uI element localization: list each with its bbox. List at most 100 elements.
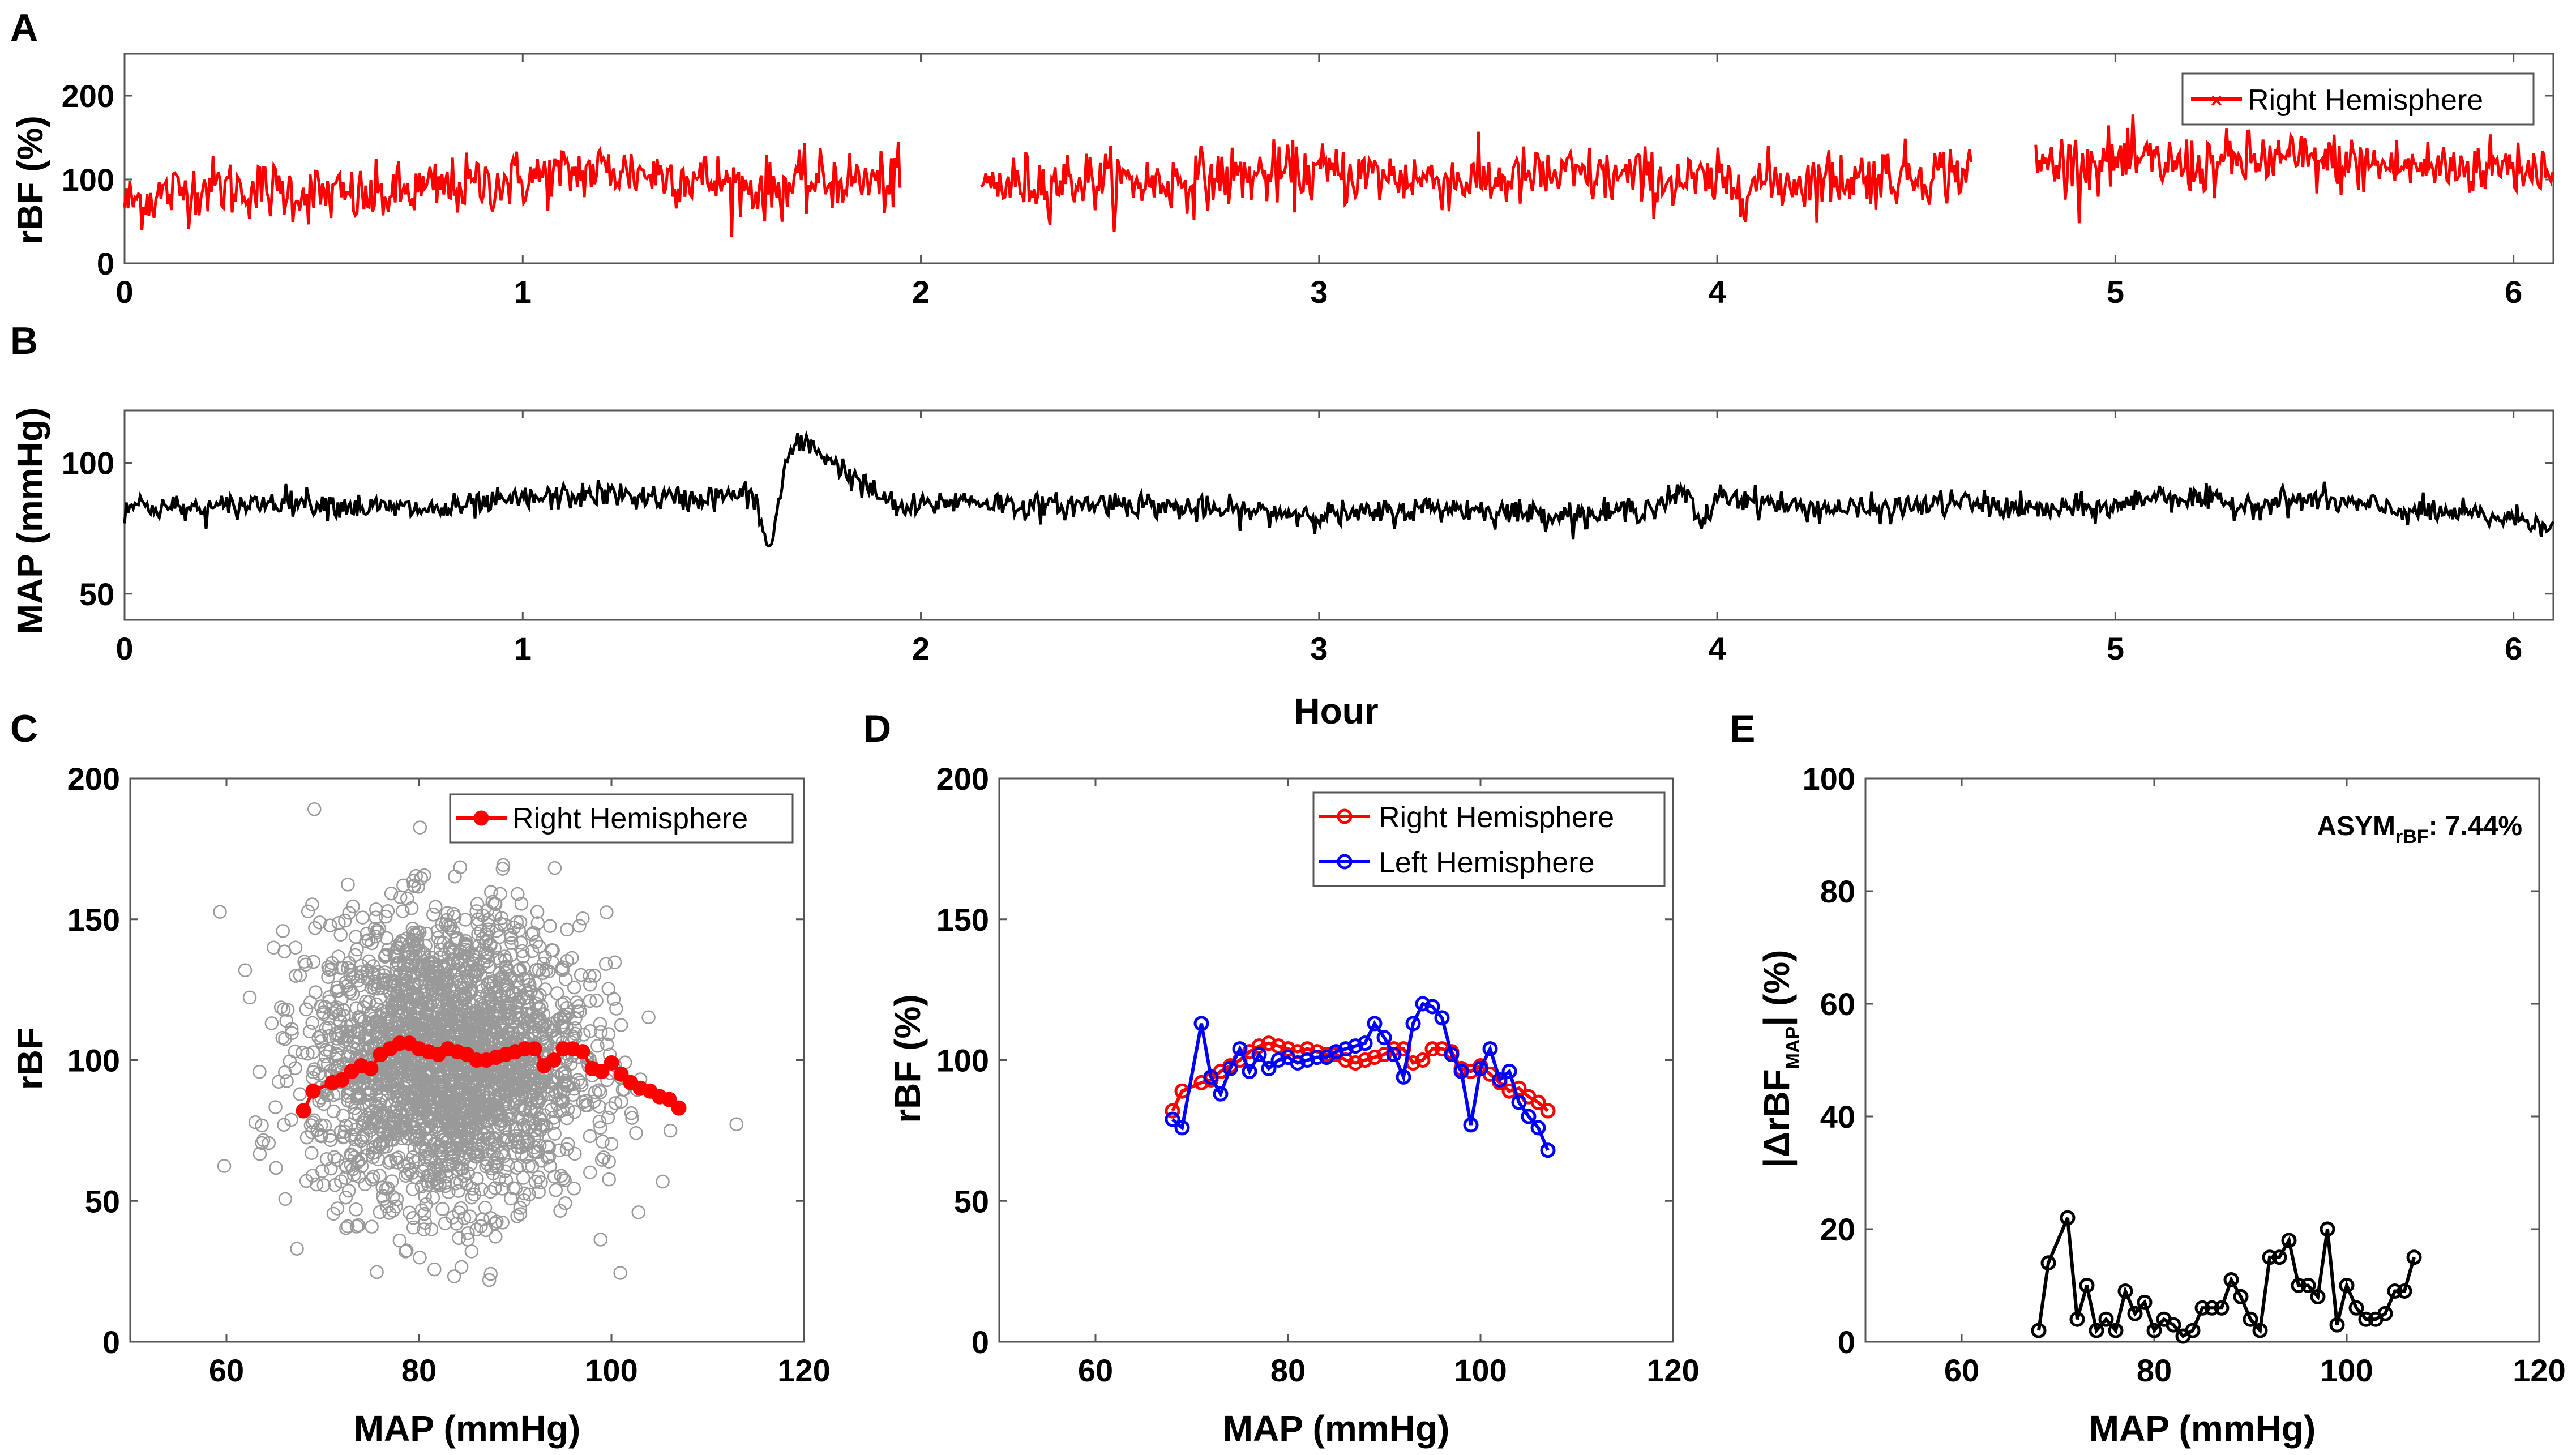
scatter-point: [319, 1049, 333, 1064]
data-point: [2185, 1323, 2201, 1338]
scatter-point: [494, 911, 509, 925]
scatter-point: [217, 1159, 232, 1173]
scatter-point: [537, 1108, 551, 1122]
scatter-point: [529, 1175, 543, 1189]
scatter-point: [483, 988, 497, 1002]
data-point: [1251, 1047, 1267, 1063]
scatter-point: [496, 1015, 510, 1029]
scatter-point: [523, 985, 538, 999]
data-point: [1540, 1103, 1556, 1119]
scatter-point: [546, 1116, 561, 1131]
scatter-point: [478, 1072, 492, 1086]
scatter-point: [383, 1154, 398, 1168]
scatter-point: [487, 897, 502, 911]
scatter-point: [297, 955, 311, 969]
scatter-point: [529, 962, 544, 977]
scatter-point: [592, 1114, 607, 1129]
scatter-point: [503, 928, 517, 942]
panel-b-ticks: 0 1 2 3 4 5 6 50 100: [62, 410, 2553, 666]
data-point: [1242, 1063, 1257, 1079]
scatter-point: [376, 1189, 390, 1204]
scatter-point: [560, 1137, 575, 1151]
data-point: [1473, 1060, 1488, 1076]
scatter-point: [543, 1159, 557, 1174]
scatter-point: [470, 1116, 485, 1131]
scatter-point: [333, 927, 348, 942]
scatter-point: [574, 968, 588, 982]
scatter-point: [598, 957, 613, 972]
data-point: [1338, 1041, 1354, 1057]
scatter-point: [549, 1085, 563, 1099]
scatter-point: [608, 1096, 623, 1110]
panel-e-series: [2031, 1210, 2422, 1344]
y-tick-label: 100: [1803, 761, 1855, 797]
data-point: [1434, 1010, 1450, 1026]
scatter-point: [501, 1112, 515, 1127]
x-tick-label: 5: [2107, 274, 2124, 310]
scatter-point: [549, 1183, 563, 1197]
scatter-point: [539, 1119, 554, 1133]
scatter-point: [426, 908, 440, 922]
scatter-point: [525, 927, 539, 942]
data-point: [1299, 1052, 1315, 1068]
scatter-point: [303, 1118, 318, 1132]
scatter-point: [587, 969, 602, 983]
scatter-point: [332, 916, 346, 930]
scatter-point: [338, 1158, 353, 1172]
scatter-point: [338, 913, 352, 928]
data-point: [1309, 1050, 1325, 1065]
y-tick-label: 100: [936, 1043, 989, 1079]
scatter-point: [452, 1081, 466, 1095]
scatter-point: [409, 928, 423, 943]
scatter-point: [567, 1146, 582, 1161]
panel-d-series: [1165, 996, 1556, 1158]
scatter-point: [465, 1182, 480, 1196]
scatter-point: [501, 1158, 515, 1172]
asym-label: ASYM: [2317, 811, 2395, 841]
scatter-point: [414, 1141, 429, 1156]
panel-c-ylabel: rBF: [10, 1028, 50, 1090]
scatter-point: [366, 1170, 380, 1184]
scatter-point: [489, 1230, 503, 1244]
legend-label-right: Right Hemisphere: [512, 802, 748, 835]
scatter-point: [593, 1085, 608, 1099]
panel-b-series: [123, 430, 2555, 548]
scatter-point: [392, 1233, 407, 1248]
x-tick-label: 60: [1944, 1353, 1979, 1388]
data-point: [1328, 1044, 1344, 1060]
scatter-point: [305, 1016, 319, 1030]
scatter-point: [422, 1065, 437, 1080]
scatter-point: [509, 987, 523, 1002]
scatter-point: [329, 1004, 344, 1018]
panel-a-axes: [123, 53, 2554, 264]
data-point: [1492, 1072, 1508, 1088]
scatter-point: [416, 1079, 431, 1093]
scatter-point: [328, 1178, 342, 1192]
data-point: [1357, 1035, 1373, 1051]
data-point: [2310, 1289, 2326, 1304]
scatter-point: [464, 1191, 479, 1205]
scatter-point: [382, 1206, 396, 1220]
scatter-point: [557, 1085, 571, 1099]
scatter-point: [349, 1219, 364, 1234]
data-point: [1347, 1055, 1363, 1071]
y-tick-label: 0: [1838, 1324, 1855, 1360]
scatter-point: [273, 1000, 288, 1015]
scatter-point: [571, 1073, 585, 1087]
panel-d-xlabel: MAP (mmHg): [1223, 1408, 1450, 1449]
scatter-point: [333, 961, 348, 975]
scatter-point: [532, 1184, 546, 1199]
scatter-point: [378, 949, 392, 964]
scatter-point: [533, 1075, 547, 1089]
scatter-point: [358, 1177, 372, 1192]
panel-d-legend: Right Hemisphere Left Hemisphere: [1312, 791, 1666, 887]
scatter-point: [361, 933, 376, 947]
scatter-point: [494, 1021, 508, 1036]
scatter-point: [376, 1106, 390, 1120]
data-point: [2300, 1278, 2316, 1293]
scatter-point: [288, 1044, 302, 1059]
scatter-point: [319, 1043, 333, 1057]
x-tick-label: 80: [1270, 1353, 1306, 1388]
x-tick-label: 1: [514, 631, 532, 666]
scatter-point: [560, 1111, 574, 1126]
